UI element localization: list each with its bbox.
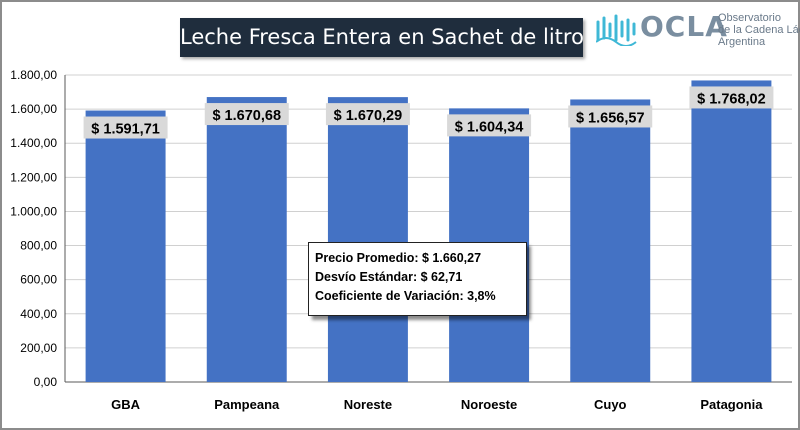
y-tick-label: 200,00 — [20, 341, 57, 355]
y-tick-label: 800,00 — [20, 239, 57, 253]
chart-title: Leche Fresca Entera en Sachet de litro — [180, 18, 584, 57]
logo-subtitle-line-2: de la Cadena Láctea — [718, 24, 800, 36]
data-label-background — [689, 86, 774, 109]
ocla-logo: OCLA Observatorio de la Cadena Láctea Ar… — [596, 10, 800, 60]
y-tick-label: 0,00 — [34, 375, 58, 389]
x-tick-label: Patagonia — [700, 397, 763, 412]
statistics-box: Precio Promedio: $ 1.660,27 Desvío Están… — [308, 242, 527, 316]
bar — [570, 99, 651, 383]
data-label-background — [325, 103, 410, 126]
x-tick-label: Noreste — [344, 397, 392, 412]
x-tick-label: Cuyo — [594, 397, 627, 412]
data-label: $ 1.768,02 — [697, 91, 766, 107]
y-tick-label: 1.000,00 — [10, 204, 57, 218]
data-label-background — [83, 116, 168, 139]
y-tick-label: 1.600,00 — [10, 102, 57, 116]
x-tick-label: GBA — [111, 397, 141, 412]
y-tick-label: 1.800,00 — [10, 68, 57, 82]
logo-subtitle-line-3: Argentina — [718, 36, 766, 48]
x-tick-label: Noroeste — [461, 397, 517, 412]
data-label-background — [568, 105, 653, 128]
y-tick-label: 400,00 — [20, 307, 57, 321]
logo-subtitle-line-1: Observatorio — [718, 12, 781, 24]
stats-average: Precio Promedio: $ 1.660,27 — [315, 251, 482, 265]
data-label: $ 1.591,71 — [91, 122, 160, 138]
data-label: $ 1.656,57 — [576, 110, 645, 126]
data-label: $ 1.670,68 — [212, 108, 281, 124]
data-label-background — [204, 103, 289, 126]
data-label: $ 1.604,34 — [455, 119, 524, 135]
stats-std-dev: Desvío Estándar: $ 62,71 — [315, 270, 463, 284]
milk-wave-icon — [596, 14, 637, 46]
stats-coef-variation: Coeficiente de Variación: 3,8% — [315, 289, 496, 303]
x-tick-label: Pampeana — [214, 397, 280, 412]
bar — [327, 97, 408, 382]
data-label-background — [447, 114, 532, 137]
data-label: $ 1.670,29 — [334, 108, 403, 124]
bar — [691, 80, 772, 382]
logo-name: OCLA — [640, 10, 728, 43]
bar — [85, 110, 166, 382]
y-tick-label: 600,00 — [20, 273, 57, 287]
bar — [206, 97, 287, 382]
y-tick-label: 1.400,00 — [10, 136, 57, 150]
y-tick-label: 1.200,00 — [10, 170, 57, 184]
